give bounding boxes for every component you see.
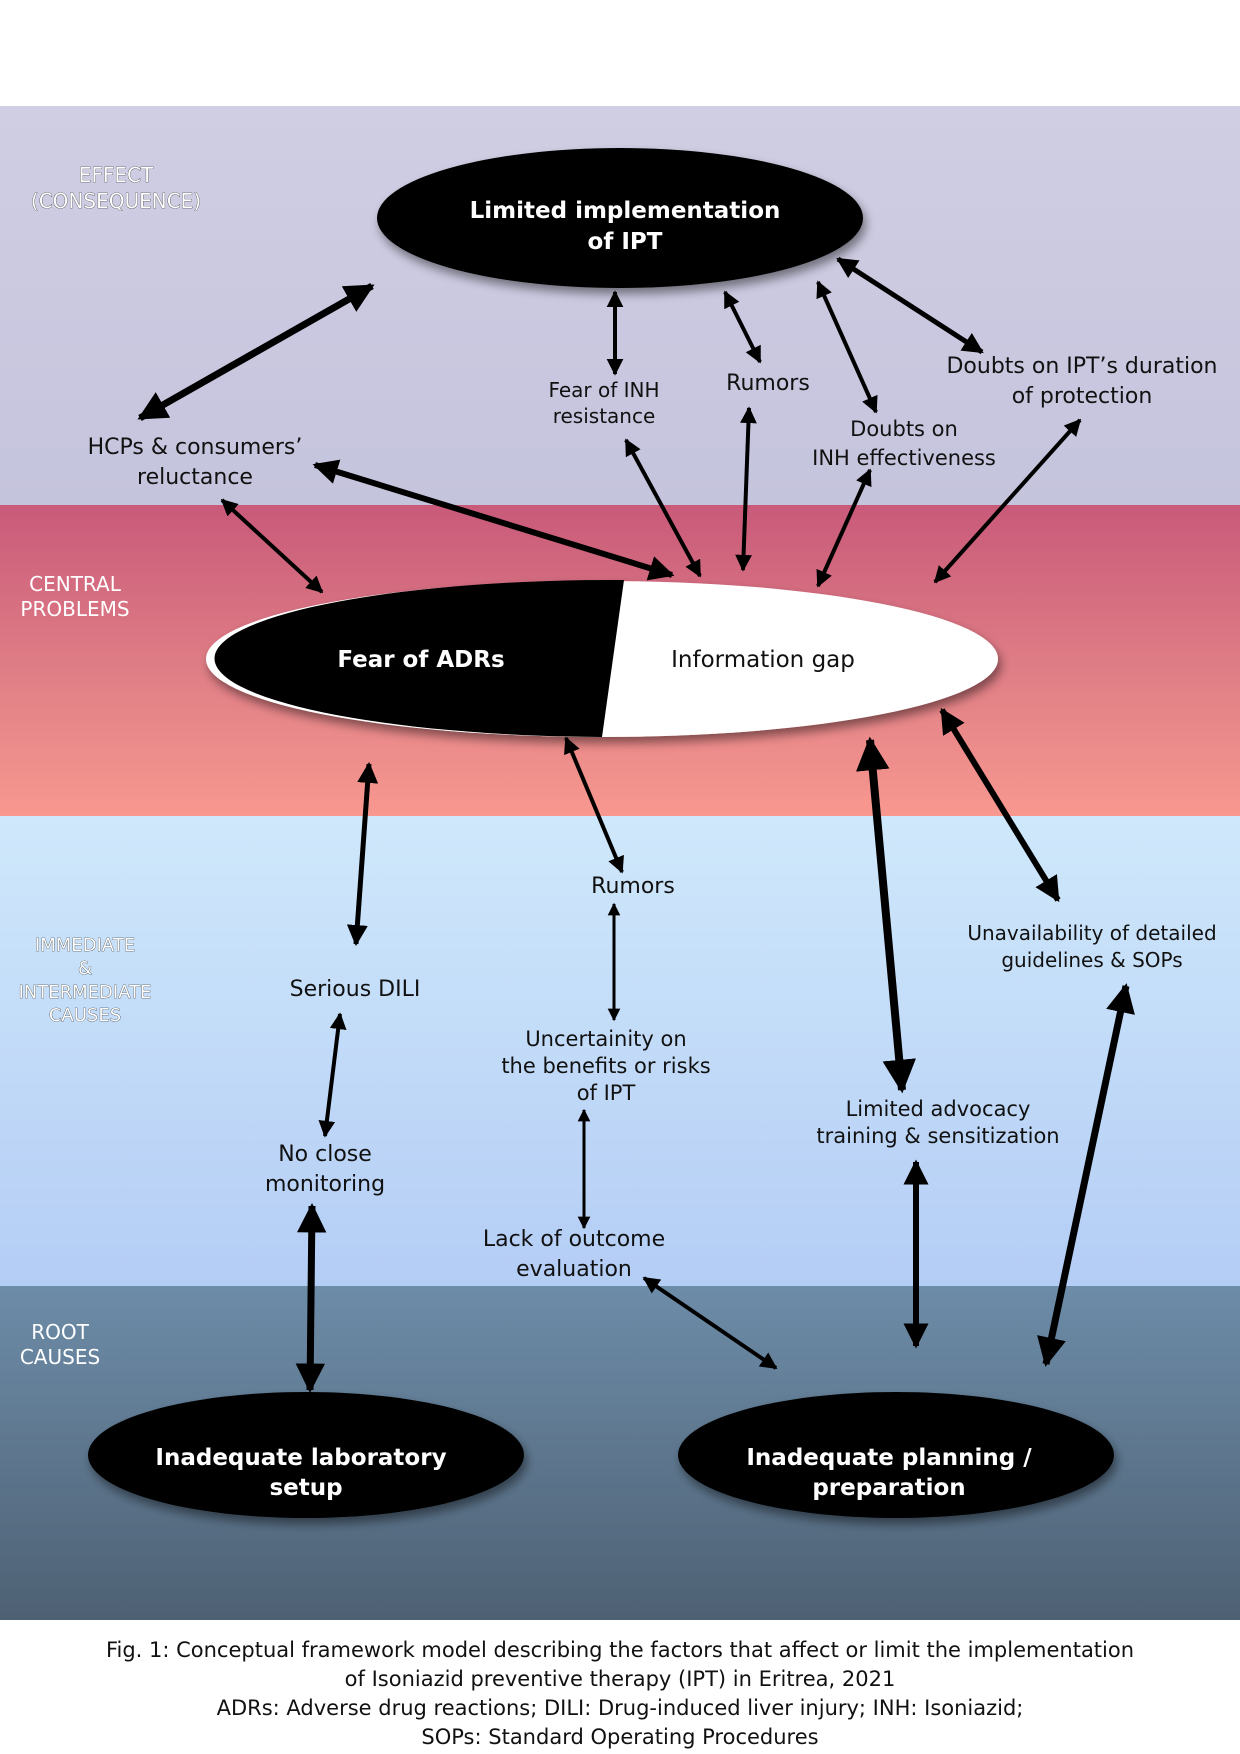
label-uncertainty: Uncertainity on the benefits or risks of… xyxy=(501,1027,710,1105)
arrow-ipt-hcp xyxy=(137,282,375,422)
label-rumors-top: Rumors xyxy=(726,371,810,396)
svg-text:CAUSES: CAUSES xyxy=(20,1345,100,1369)
label-limited-advocacy: Limited advocacy training & sensitizatio… xyxy=(816,1097,1059,1148)
svg-text:Uncertainity on: Uncertainity on xyxy=(525,1027,686,1051)
node-planning-line2: preparation xyxy=(812,1475,965,1501)
label-no-close-monitoring: No close monitoring xyxy=(265,1142,385,1197)
svg-text:monitoring: monitoring xyxy=(265,1172,385,1197)
label-serious-dili: Serious DILI xyxy=(290,977,421,1002)
svg-text:evaluation: evaluation xyxy=(516,1257,632,1282)
label-doubts-inh: Doubts on INH effectiveness xyxy=(812,417,996,470)
arrow-ipt-rumors xyxy=(723,290,762,364)
svg-text:No close: No close xyxy=(278,1142,372,1167)
caption-line: SOPs: Standard Operating Procedures xyxy=(421,1725,819,1749)
svg-text:of IPT: of IPT xyxy=(577,1081,636,1105)
node-limited-implementation-line1: Limited implementation xyxy=(470,198,781,224)
caption-line: Fig. 1: Conceptual framework model descr… xyxy=(105,1638,1135,1662)
svg-text:training & sensitization: training & sensitization xyxy=(816,1124,1059,1148)
svg-text:resistance: resistance xyxy=(553,404,656,428)
arrows xyxy=(137,256,1135,1393)
arrow-rumors-top-center xyxy=(735,406,757,572)
label-doubts-duration: Doubts on IPT’s duration of protection xyxy=(946,354,1217,409)
svg-text:the benefits or risks: the benefits or risks xyxy=(501,1054,710,1078)
svg-text:PROBLEMS: PROBLEMS xyxy=(20,597,129,621)
svg-text:INTERMEDIATE: INTERMEDIATE xyxy=(18,982,151,1003)
label-rumors-mid: Rumors xyxy=(591,874,675,899)
arrow-fear-adrs-dili xyxy=(346,761,379,947)
figure-caption: Fig. 1: Conceptual framework model descr… xyxy=(0,1636,1240,1752)
svg-text:Doubts on IPT’s duration: Doubts on IPT’s duration xyxy=(946,354,1217,379)
node-information-gap: Information gap xyxy=(671,647,855,673)
node-planning-line1: Inadequate planning / xyxy=(746,1445,1032,1471)
node-planning xyxy=(678,1392,1114,1518)
svg-text:EFFECT: EFFECT xyxy=(79,163,154,187)
band-label-immediate: IMMEDIATE & INTERMEDIATE CAUSES xyxy=(18,935,152,1027)
arrow-info-gap-advocacy xyxy=(856,736,916,1094)
node-lab-setup-line1: Inadequate laboratory xyxy=(155,1445,446,1471)
svg-text:reluctance: reluctance xyxy=(137,465,253,490)
arrow-info-gap-guidelines xyxy=(939,707,1061,903)
svg-text:ROOT: ROOT xyxy=(31,1320,89,1344)
arrow-hcp-fear-adrs xyxy=(220,498,324,594)
arrow-dili-monitoring xyxy=(318,1012,347,1138)
arrow-evaluation-planning xyxy=(642,1276,778,1370)
node-limited-implementation xyxy=(377,148,863,288)
arrow-ipt-doubts-duration xyxy=(836,256,984,355)
arrow-center-rumors-mid xyxy=(564,736,624,874)
arrow-monitoring-lab xyxy=(295,1203,327,1393)
svg-text:guidelines & SOPs: guidelines & SOPs xyxy=(1001,948,1182,972)
caption-line: of Isoniazid preventive therapy (IPT) in… xyxy=(344,1667,896,1691)
band-label-central: CENTRAL PROBLEMS xyxy=(20,572,129,621)
label-fear-inh-resistance: Fear of INH resistance xyxy=(548,378,659,428)
label-unavailability: Unavailability of detailed guidelines & … xyxy=(967,921,1216,972)
svg-text:Doubts on: Doubts on xyxy=(850,417,958,441)
arrow-hcp-info-gap xyxy=(312,459,675,581)
svg-text:IMMEDIATE: IMMEDIATE xyxy=(35,935,135,956)
node-fear-adrs: Fear of ADRs xyxy=(337,647,504,673)
label-hcp-reluctance: HCPs & consumers’ reluctance xyxy=(88,435,303,490)
arrow-doubts-duration-center xyxy=(933,418,1082,584)
node-limited-implementation-line2: of IPT xyxy=(588,229,663,255)
svg-text:Limited advocacy: Limited advocacy xyxy=(846,1097,1031,1121)
svg-text:of protection: of protection xyxy=(1012,384,1153,409)
label-lack-evaluation: Lack of outcome evaluation xyxy=(483,1227,665,1282)
svg-text:Unavailability of detailed: Unavailability of detailed xyxy=(967,921,1216,945)
caption-line: ADRs: Adverse drug reactions; DILI: Drug… xyxy=(216,1696,1024,1720)
arrow-doubts-inh-center xyxy=(816,468,872,588)
arrow-fear-inh-center xyxy=(624,438,702,578)
svg-text:Lack of outcome: Lack of outcome xyxy=(483,1227,665,1252)
svg-text:(CONSEQUENCE): (CONSEQUENCE) xyxy=(31,189,201,213)
svg-text:HCPs & consumers’: HCPs & consumers’ xyxy=(88,435,303,460)
svg-text:Fear of INH: Fear of INH xyxy=(548,378,659,402)
band-label-effect: EFFECT (CONSEQUENCE) xyxy=(31,163,202,214)
svg-text:CENTRAL: CENTRAL xyxy=(29,572,122,596)
band-label-root: ROOT CAUSES xyxy=(20,1320,100,1369)
svg-text:CAUSES: CAUSES xyxy=(49,1005,121,1026)
svg-text:INH effectiveness: INH effectiveness xyxy=(812,446,996,470)
node-lab-setup-line2: setup xyxy=(269,1475,342,1501)
arrow-guidelines-planning xyxy=(1037,983,1135,1367)
node-lab-setup xyxy=(88,1392,524,1518)
node-central-problems xyxy=(206,579,998,737)
svg-text:&: & xyxy=(78,958,92,979)
